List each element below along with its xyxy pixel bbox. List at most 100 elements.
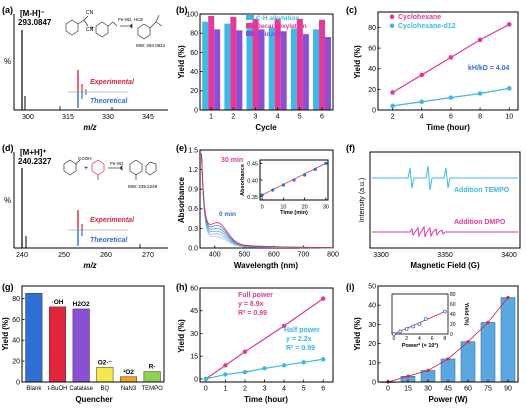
panel-b-bar-2-0: [214, 29, 221, 110]
panel-h-xtick-5: 5: [302, 386, 306, 393]
panel-i-xtick-4: 60: [464, 386, 472, 393]
panel-b-bar-1-0: [208, 15, 215, 111]
panel-d-xtick-2: 250: [58, 252, 70, 259]
panel-i-label: (i): [346, 282, 355, 292]
panel-b-xtick-1: 2: [231, 114, 235, 121]
panel-i-point-4: [466, 340, 470, 344]
panel-i-inset-xtick-0: 0: [393, 336, 396, 342]
panel-i-inset-point-5: [423, 317, 428, 321]
panel-g-xtick-2: Catalase: [69, 386, 93, 392]
panel-i-inset-xtick-4: 8: [443, 336, 446, 342]
panel-d-peak-value: 240.2327: [18, 157, 52, 166]
panel-d-label: (d): [2, 143, 14, 153]
panel-d-xlabel: m/z: [83, 261, 96, 270]
panel-d-xtick-4: 270: [142, 252, 154, 259]
panel-i-point-2: [426, 368, 430, 373]
panel-a-cn-2: CN: [86, 27, 94, 33]
panel-i-inset-ytick-4: 80: [450, 292, 456, 298]
panel-i-inset-ylabel: Yield (%): [463, 302, 469, 325]
panel-i-ytick-4: 40: [368, 303, 376, 310]
panel-b-bar-1-3: [274, 18, 281, 110]
panel-d-plus: +: [84, 165, 88, 172]
panel-b-frame: [199, 13, 334, 111]
panel-c-annotation: kH/kD = 4.04: [468, 65, 510, 72]
panel-e-xtick-4: 800: [327, 252, 339, 259]
panel-g-bar-0: [25, 293, 43, 383]
panel-d-ylabel: %: [4, 196, 11, 205]
panel-i-point-5: [486, 320, 490, 325]
panel-b-ytick-2: 40: [190, 69, 198, 76]
panel-b-bar-2-3: [280, 31, 287, 111]
panel-h-xtick-2: 2: [243, 386, 247, 393]
panel-g-ytick-1: 20: [12, 359, 20, 366]
panel-i-ytick-1: 10: [368, 360, 376, 367]
panel-e-ylabel: Absorbance: [177, 176, 186, 223]
panel-b-bar-0-1: [224, 23, 231, 111]
panel-h-ytick-4: 60: [190, 285, 198, 292]
panel-b-bar-2-5: [325, 37, 332, 110]
panel-e-inset-xtick-2: 20: [302, 205, 308, 211]
panel-e-inset-ytick-1: 0.40: [247, 178, 258, 184]
panel-c-xtick-1: 4: [420, 114, 424, 121]
panel-i-ytick-0: 0: [372, 379, 376, 386]
panel-c-point-0-0: [390, 90, 395, 95]
panel-g-xtick-3: BQ: [100, 386, 109, 392]
panel-h-ytick-0: 0: [194, 376, 198, 383]
panel-i-inset-frame: [391, 293, 449, 335]
panel-b-bar-1-4: [296, 18, 303, 110]
panel-h-point-1-3: [262, 366, 267, 371]
panel-i-inset-ytick-2: 40: [450, 312, 456, 318]
panel-a: (a) % m/z 300 315 330 345 [M-H]⁻ 293.084…: [2, 5, 168, 132]
panel-e-ytick-4: 1.2: [188, 167, 198, 174]
panel-a-xtick-3: 330: [102, 114, 114, 121]
panel-c-point-1-3: [477, 91, 483, 96]
panel-c-xtick-3: 8: [478, 114, 482, 121]
panel-c-ytick-3: 60: [368, 46, 376, 53]
panel-c-label: (c): [346, 5, 357, 15]
panel-i-inset-ytick-0: 0: [450, 332, 453, 338]
panel-g-bar-3: [96, 367, 114, 383]
panel-h-point-0-3: [281, 323, 287, 329]
panel-e-xtick-2: 600: [268, 252, 280, 259]
panel-i-inset-xtick-3: 6: [431, 336, 434, 342]
panel-b-bar-0-3: [268, 27, 275, 110]
panel-i-inset-xtick-2: 4: [418, 336, 421, 342]
panel-b-bar-1-2: [252, 18, 259, 110]
panel-c-point-1-4: [506, 86, 512, 91]
panel-d-xtick-3: 260: [100, 252, 112, 259]
panel-i-bar-3: [440, 358, 456, 383]
panel-f-xtick-3: 3400: [501, 252, 517, 259]
panel-b-bar-0-5: [313, 29, 320, 110]
panel-g-ylabel: Yield (%): [1, 317, 10, 351]
panel-b-legend-label-2: Oxidation: [256, 31, 286, 38]
panel-b-bar-0-0: [202, 21, 209, 110]
panel-c-frame: [377, 11, 519, 111]
panel-g-xtick-1: t-BuOH: [47, 386, 67, 392]
panel-g-bar-label-2: H2O2: [73, 301, 90, 308]
panel-b-label: (b): [176, 5, 188, 15]
panel-e-spectrum-5: [201, 153, 334, 249]
panel-i-point-3: [446, 357, 450, 361]
panel-f-frame: [369, 151, 521, 249]
panel-b-bar-1-1: [230, 16, 237, 111]
panel-b-legend-swatch-2: [246, 31, 254, 36]
panel-e-inset-point-3: [292, 178, 296, 182]
panel-b-legend-swatch-0: [246, 15, 254, 20]
panel-i-ytick-5: 50: [368, 283, 376, 290]
panel-h-frame: [199, 287, 334, 383]
panel-b-xlabel: Cycle: [255, 123, 277, 132]
panel-d-xtick-1: 240: [16, 252, 28, 259]
panel-b-ytick-3: 60: [190, 50, 198, 57]
panel-e-ytick-5: 1.5: [188, 147, 198, 154]
panel-h-point-0-4: [321, 296, 326, 301]
panel-i-ylabel: Yield (%): [353, 317, 362, 351]
panel-i-bar-6: [500, 297, 516, 383]
panel-d-experimental: Experimental: [90, 217, 135, 224]
panel-e-inset-ytick-0: 0.35: [247, 195, 258, 201]
panel-h-ytick-1: 15: [190, 354, 198, 361]
panel-g-xtick-5: TEMPO: [141, 386, 163, 392]
panel-e-ytick-1: 0.3: [188, 226, 198, 233]
panel-b-bar-0-4: [290, 28, 297, 110]
panel-a-xlabel: m/z: [83, 123, 96, 132]
